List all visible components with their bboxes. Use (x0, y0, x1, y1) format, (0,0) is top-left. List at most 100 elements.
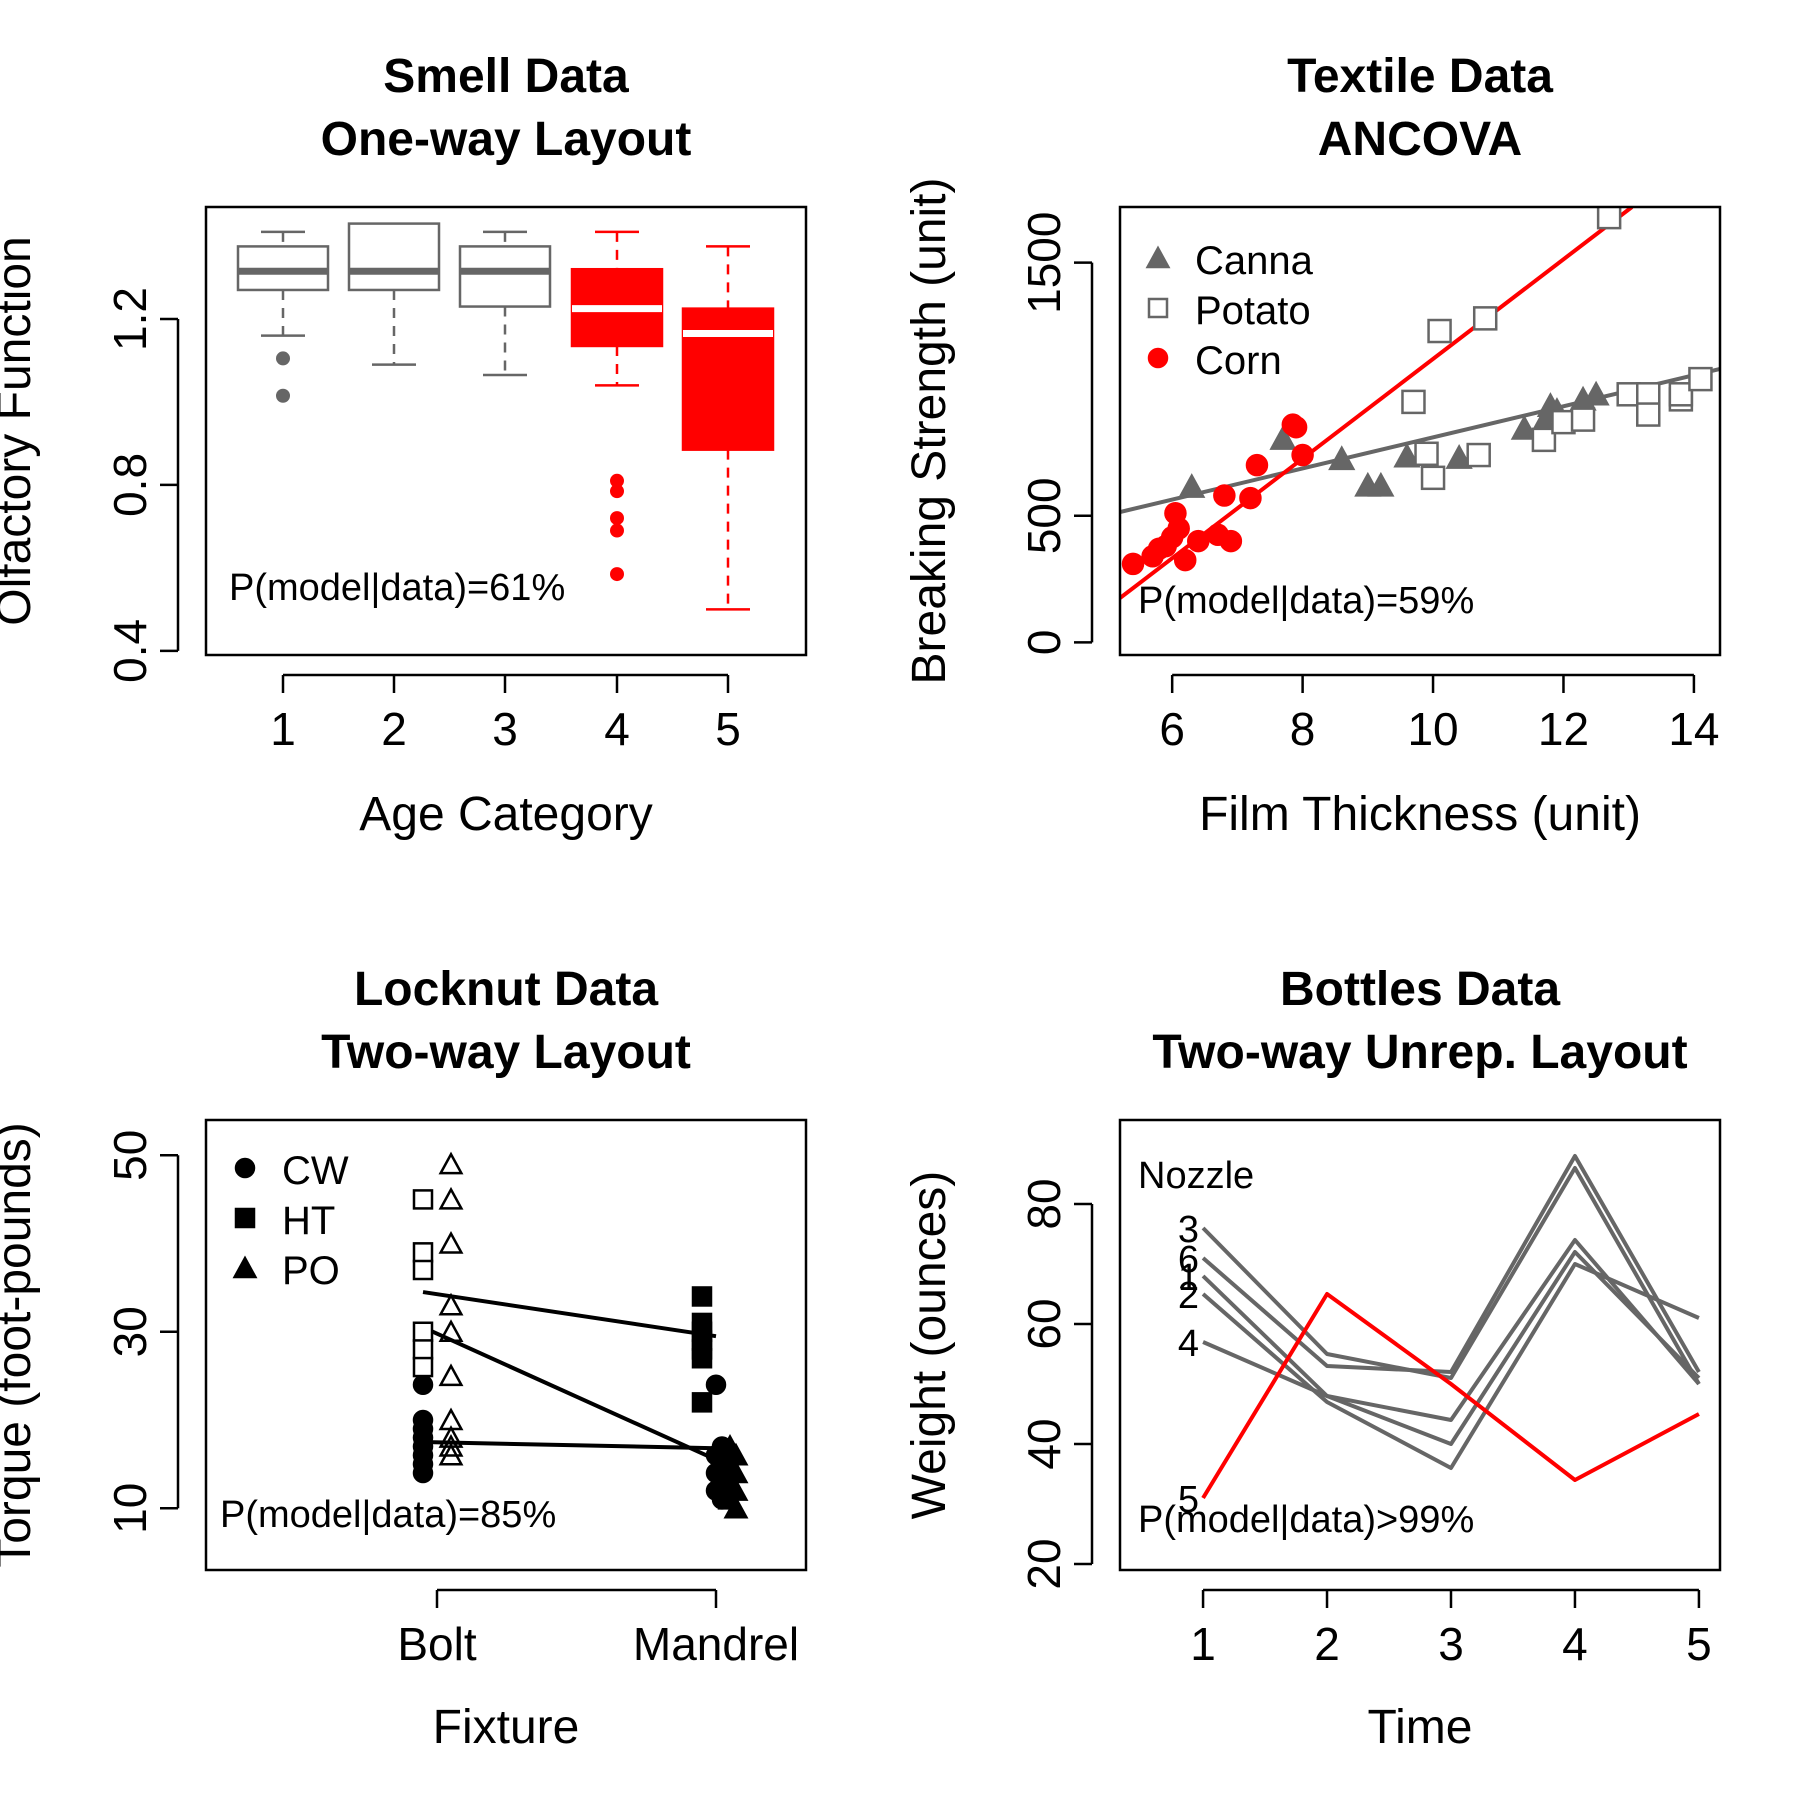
x-tick-label: 14 (1668, 703, 1719, 755)
data-point (1420, 465, 1446, 491)
legend-label-potato: Potato (1195, 289, 1311, 333)
box-group-1 (236, 230, 330, 403)
panel-smell: Smell Data One-way Layout 0.4 0.8 1.2 1 2 3 4 5 Ag… (0, 50, 808, 841)
x-tick-label: 6 (1159, 703, 1185, 755)
y-tick-label: 0.4 (104, 619, 156, 683)
legend-label-canna: Canna (1195, 239, 1314, 283)
y-tick-label: 500 (1018, 477, 1070, 554)
panel-textile: Textile Data ANCOVA 0 500 1500 6 8 10 12 14 Film T… (903, 50, 1722, 841)
x-tick-label: 3 (492, 703, 518, 755)
mean-line-po (422, 1325, 717, 1462)
data-point (1393, 442, 1421, 468)
series-line-nozzle-4 (1202, 1250, 1701, 1446)
series-corn (1121, 413, 1314, 576)
data-point (1596, 207, 1622, 230)
x-tick-label: 4 (1562, 1618, 1588, 1670)
outlier-point (610, 473, 624, 488)
data-point (438, 1151, 464, 1175)
data-point (691, 1347, 713, 1369)
data-point (1427, 318, 1452, 344)
data-point (1401, 389, 1426, 415)
model-probability: P(model|data)=85% (220, 1494, 556, 1536)
data-point (1239, 486, 1262, 510)
points-po-mandrel (717, 1433, 749, 1519)
data-point (1636, 382, 1661, 407)
chart-subtitle: Two-way Unrep. Layout (1152, 1026, 1687, 1079)
box (458, 245, 552, 308)
x-axis-label: Film Thickness (unit) (1199, 788, 1641, 841)
chart-title: Textile Data (1287, 50, 1553, 103)
legend-marker-potato (1147, 297, 1169, 319)
x-axis-label: Time (1368, 1701, 1473, 1754)
data-point (412, 1339, 434, 1360)
x-tick-label: 5 (715, 703, 741, 755)
data-point (1570, 407, 1596, 432)
mean-line-cw (422, 1440, 717, 1451)
data-point (1466, 442, 1491, 468)
data-point (1178, 473, 1206, 498)
points-ht-bolt (412, 1189, 434, 1378)
box-group-3 (458, 230, 552, 377)
x-tick-label: 2 (1314, 1618, 1340, 1670)
legend-marker-canna (1145, 245, 1171, 269)
box-group-2 (347, 222, 441, 366)
outlier-point (610, 523, 624, 538)
y-axis-label: Torque (foot-pounds) (0, 1122, 41, 1568)
data-point (1187, 529, 1210, 553)
y-tick-label: 80 (1018, 1178, 1070, 1229)
data-point (1688, 366, 1713, 392)
data-point (723, 1495, 749, 1519)
chart-subtitle: Two-way Layout (321, 1026, 691, 1079)
data-point (1531, 427, 1557, 453)
plot-frame (204, 1118, 808, 1572)
series-label-nozzle-6: 6 (1178, 1239, 1199, 1281)
data-point (1291, 443, 1314, 467)
outlier-point (276, 388, 290, 403)
series-label-nozzle-5: 5 (1178, 1479, 1199, 1521)
x-tick-label: 5 (1686, 1618, 1712, 1670)
chart-title: Locknut Data (354, 963, 658, 1016)
data-point (1582, 380, 1610, 406)
data-point (691, 1286, 713, 1307)
series-line-nozzle-5 (1201, 1292, 1700, 1500)
x-tick-label: 10 (1407, 703, 1458, 755)
data-point (1173, 548, 1197, 572)
data-point (1213, 484, 1236, 507)
data-point (1414, 441, 1439, 467)
y-tick-label: 0.8 (104, 453, 156, 517)
plot-area (1120, 207, 1720, 600)
series-potato (1401, 207, 1713, 491)
data-point (1219, 529, 1243, 553)
legend-label-corn: Corn (1195, 339, 1282, 383)
x-tick-label: 3 (1438, 1618, 1464, 1670)
data-point (438, 1433, 464, 1457)
legend-marker-po (232, 1255, 258, 1279)
data-point (1472, 306, 1498, 331)
data-point (412, 1321, 434, 1343)
y-tick-label: 40 (1018, 1418, 1070, 1469)
x-tick-label: 1 (1190, 1618, 1216, 1670)
legend-marker-corn (1147, 347, 1169, 369)
box (347, 222, 441, 292)
x-tick-label: 2 (381, 703, 407, 755)
data-point (412, 1189, 434, 1210)
series-label-nozzle-1: 1 (1178, 1257, 1199, 1299)
box-group-4 (570, 230, 664, 582)
data-point (1121, 552, 1145, 576)
data-point (438, 1231, 464, 1254)
points-po-bolt (438, 1151, 464, 1466)
legend-marker-ht (234, 1207, 256, 1229)
y-tick-label: 10 (104, 1483, 156, 1534)
box-group-5 (681, 245, 775, 611)
model-probability: P(model|data)>99% (1138, 1499, 1474, 1541)
outlier-point (276, 351, 290, 366)
x-tick-label: 12 (1538, 703, 1589, 755)
y-axis-label: Olfactory Function (0, 236, 41, 625)
y-tick-label: 60 (1018, 1298, 1070, 1349)
data-point (1284, 415, 1308, 439)
y-tick-label: 30 (104, 1306, 156, 1357)
legend: CW HT PO (232, 1149, 349, 1293)
legend-marker-cw (234, 1157, 256, 1179)
